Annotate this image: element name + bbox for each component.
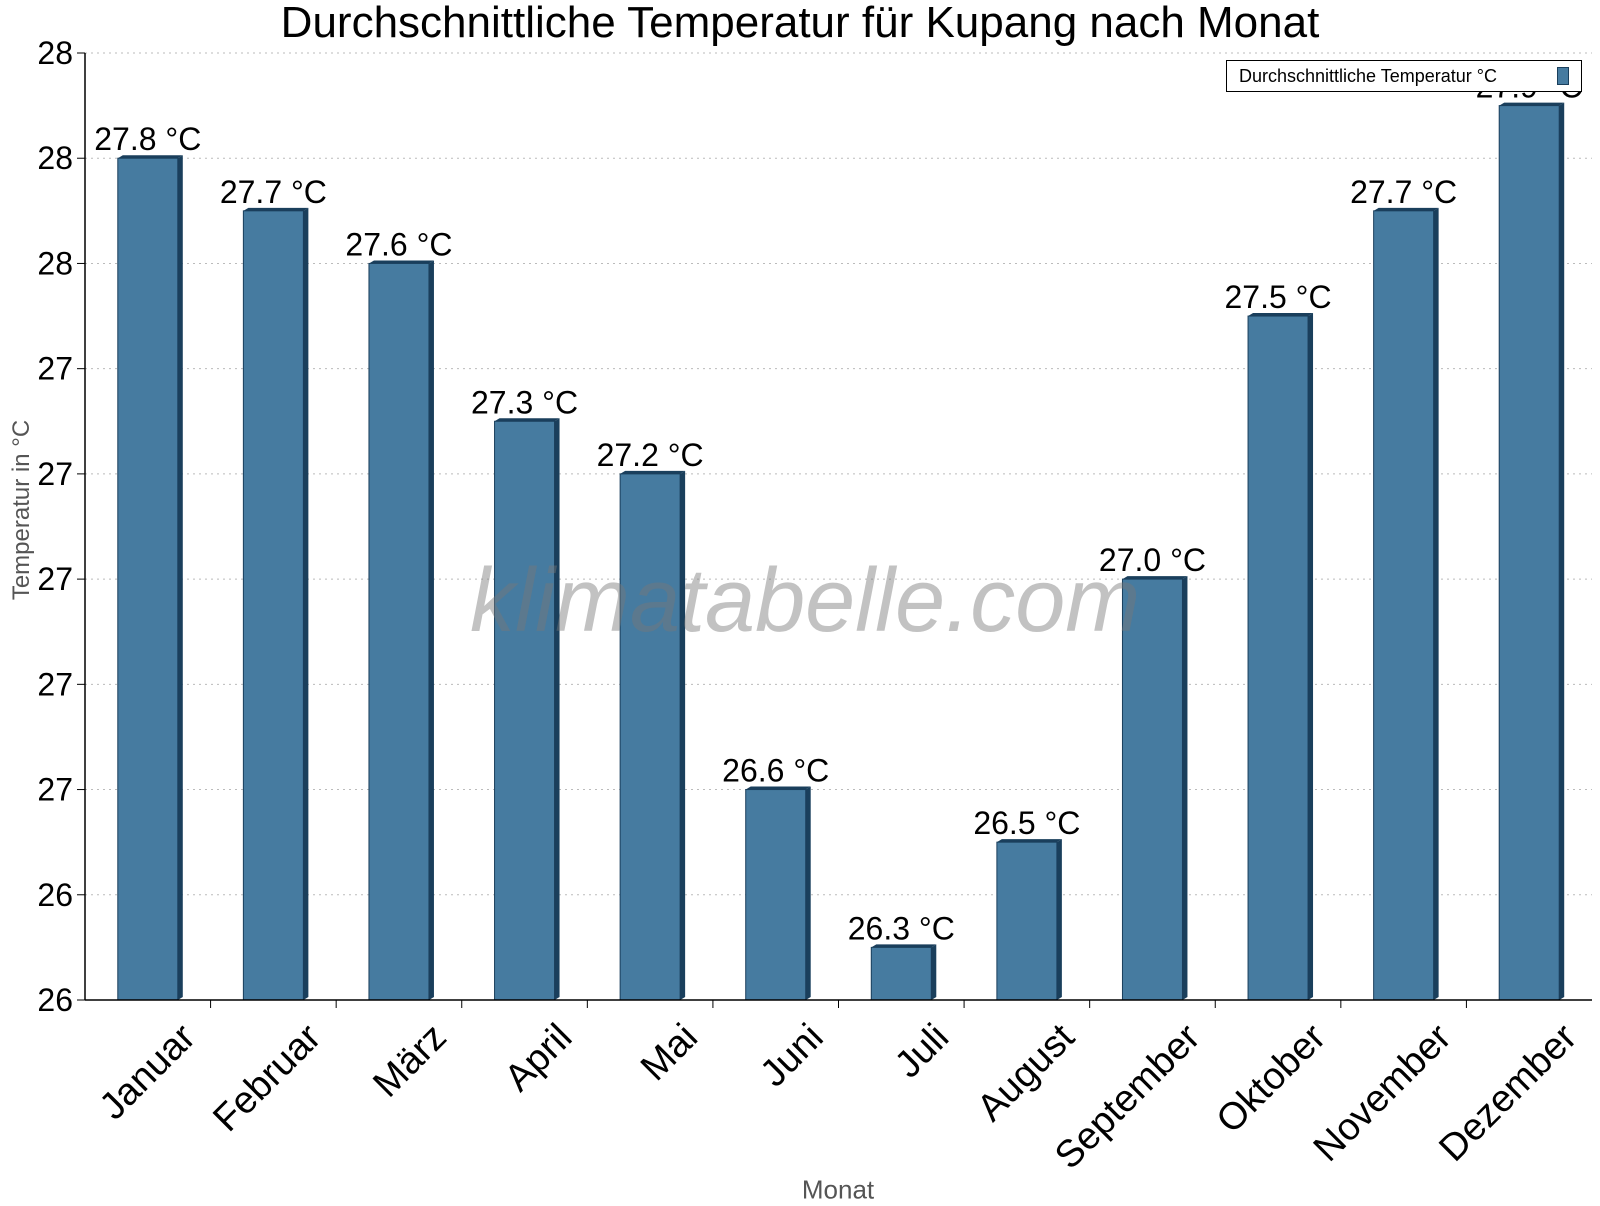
chart-title: Durchschnittliche Temperatur für Kupang … xyxy=(280,0,1320,47)
legend-label: Durchschnittliche Temperatur °C xyxy=(1239,65,1497,86)
bar-side xyxy=(428,260,434,1000)
bar-side xyxy=(1056,839,1062,1000)
bar-side xyxy=(1308,313,1314,1000)
data-label: 27.8 °C xyxy=(94,121,201,157)
bar xyxy=(619,473,681,1001)
data-label: 27.3 °C xyxy=(471,384,578,420)
watermark: klimatabelle.com xyxy=(470,551,1141,651)
bar-side xyxy=(1559,102,1565,1001)
bar-top xyxy=(1122,576,1188,580)
bar xyxy=(117,157,179,1001)
bar-top xyxy=(1499,102,1565,106)
legend: Durchschnittliche Temperatur °C xyxy=(1226,60,1582,92)
y-axis-label: Temperatur in °C xyxy=(8,419,35,601)
bar-top xyxy=(117,155,183,159)
bar-side xyxy=(303,207,309,1001)
x-axis-label: Monat xyxy=(801,1174,875,1205)
data-label: 27.7 °C xyxy=(220,174,327,210)
x-category-label: Dezember xyxy=(1431,1016,1585,1170)
bar xyxy=(996,841,1058,1001)
y-tick-label: 27 xyxy=(37,561,73,597)
bar-side xyxy=(805,786,811,1000)
axes xyxy=(77,52,1592,1008)
bar xyxy=(242,210,304,1001)
x-category-label: Januar xyxy=(92,1016,204,1128)
bar-top xyxy=(996,839,1062,843)
y-tick-label: 26 xyxy=(37,877,73,913)
bar-side xyxy=(931,944,937,1000)
bar xyxy=(1498,105,1560,1001)
data-label: 27.7 °C xyxy=(1350,174,1457,210)
data-label: 26.6 °C xyxy=(722,753,829,789)
y-tick-label: 26 xyxy=(37,982,73,1018)
x-category-label: Februar xyxy=(205,1016,329,1140)
x-category-label: März xyxy=(365,1016,454,1105)
bar xyxy=(368,262,430,1001)
bar-side xyxy=(1182,576,1188,1000)
bar xyxy=(1373,210,1435,1001)
x-category-label: Mai xyxy=(633,1016,706,1089)
bar xyxy=(870,946,932,1001)
x-category-label: Juni xyxy=(753,1016,832,1095)
bar-side xyxy=(1433,207,1439,1001)
y-tick-label: 27 xyxy=(37,351,73,387)
data-label: 27.2 °C xyxy=(597,437,704,473)
data-label: 27.6 °C xyxy=(345,226,452,262)
y-tick-label: 27 xyxy=(37,772,73,808)
data-label: 26.3 °C xyxy=(848,910,955,946)
bar-top xyxy=(243,207,309,211)
bar-top xyxy=(1248,313,1314,317)
y-tick-label: 27 xyxy=(37,456,73,492)
y-tick-label: 28 xyxy=(37,140,73,176)
bar xyxy=(1121,578,1183,1001)
x-category-label: April xyxy=(497,1016,580,1099)
grid-lines xyxy=(85,52,1592,896)
x-category-label: Juli xyxy=(887,1016,957,1086)
bar-top xyxy=(494,418,560,422)
bar-top xyxy=(368,260,434,264)
data-label: 26.5 °C xyxy=(973,805,1080,841)
bar xyxy=(745,789,807,1001)
bar xyxy=(1247,315,1309,1001)
bar-side xyxy=(680,470,686,1000)
x-category-label: August xyxy=(969,1016,1083,1130)
data-label: 27.0 °C xyxy=(1099,542,1206,578)
bar-top xyxy=(620,470,686,474)
bar xyxy=(494,420,556,1001)
x-category-label: Oktober xyxy=(1209,1016,1335,1142)
y-tick-label: 28 xyxy=(37,35,73,71)
bars xyxy=(117,102,1565,1001)
y-tick-label: 28 xyxy=(37,245,73,281)
data-label: 27.5 °C xyxy=(1225,279,1332,315)
bar-top xyxy=(871,944,937,948)
bar-side xyxy=(554,418,560,1000)
bar-top xyxy=(1373,207,1439,211)
y-tick-label: 27 xyxy=(37,666,73,702)
legend-swatch xyxy=(1557,67,1569,85)
bar-side xyxy=(177,155,183,1000)
bar-top xyxy=(745,786,811,790)
